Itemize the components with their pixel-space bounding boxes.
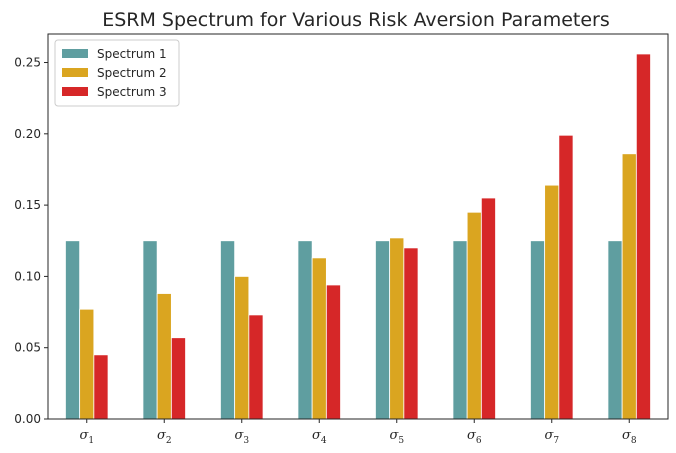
bar-series3-cat1 [93, 354, 109, 420]
x-tick-symbol: σ [234, 428, 244, 443]
x-tick-subscript: 6 [476, 436, 482, 446]
y-axis: 0.00 0.05 0.10 0.15 0.20 0.25 [14, 56, 48, 426]
x-tick-label: σ1 [79, 428, 94, 446]
y-tick-label: 0.00 [14, 412, 41, 426]
x-tick-symbol: σ [389, 428, 399, 443]
y-tick-label: 0.20 [14, 127, 41, 141]
x-tick-label: σ2 [157, 428, 172, 446]
x-tick-symbol: σ [622, 428, 632, 443]
legend: Spectrum 1 Spectrum 2 Spectrum 3 [54, 39, 180, 107]
bar-series1-cat5 [375, 240, 391, 420]
bar-series2-cat7 [544, 184, 560, 420]
bar-series2-cat6 [466, 211, 482, 420]
x-tick-symbol: σ [467, 428, 477, 443]
y-tick-label: 0.10 [14, 269, 41, 283]
bar-series3-cat5 [403, 247, 419, 420]
x-tick-symbol: σ [79, 428, 89, 443]
x-tick-subscript: 5 [398, 436, 404, 446]
x-tick-symbol: σ [544, 428, 554, 443]
bar-series1-cat3 [220, 240, 236, 420]
x-tick-subscript: 3 [243, 436, 249, 446]
bar-series2-cat5 [389, 237, 405, 420]
bar-series3-cat7 [558, 134, 574, 420]
legend-label: Spectrum 1 [97, 47, 167, 61]
y-tick-label: 0.25 [14, 56, 41, 70]
x-tick-label: σ6 [467, 428, 482, 446]
x-tick-subscript: 8 [631, 436, 637, 446]
y-tick-label: 0.05 [14, 341, 41, 355]
bar-series2-cat3 [234, 276, 250, 420]
legend-swatch [62, 68, 88, 77]
chart-title: ESRM Spectrum for Various Risk Aversion … [102, 9, 610, 31]
bar-series1-cat4 [297, 240, 313, 420]
bar-series2-cat8 [621, 153, 637, 420]
plot-frame [47, 33, 669, 420]
x-tick-label: σ5 [389, 428, 404, 446]
bar-series1-cat7 [530, 240, 546, 420]
bar-series3-cat8 [635, 53, 651, 420]
bar-series2-cat2 [156, 293, 172, 420]
bar-series1-cat1 [65, 240, 81, 420]
x-tick-subscript: 2 [166, 436, 172, 446]
legend-label: Spectrum 3 [97, 85, 167, 99]
x-tick-label: σ4 [312, 428, 327, 446]
y-tick-label: 0.15 [14, 198, 41, 212]
bar-series1-cat8 [607, 240, 623, 420]
x-tick-subscript: 1 [88, 436, 94, 446]
bar-series1-cat2 [142, 240, 158, 420]
bar-series3-cat2 [170, 337, 186, 420]
x-axis: σ1 σ2 σ3 σ4 σ5 σ6 σ7 σ8 [79, 419, 637, 446]
bar-series2-cat4 [311, 257, 327, 420]
x-tick-label: σ3 [234, 428, 249, 446]
bar-series3-cat6 [480, 197, 496, 420]
x-tick-subscript: 4 [321, 436, 327, 446]
x-tick-subscript: 7 [553, 436, 559, 446]
legend-swatch [62, 87, 88, 96]
bar-series3-cat4 [325, 284, 341, 420]
bars-group [65, 53, 651, 420]
x-tick-label: σ7 [544, 428, 559, 446]
bar-series2-cat1 [79, 308, 95, 420]
bar-series1-cat6 [452, 240, 468, 420]
x-tick-symbol: σ [312, 428, 322, 443]
legend-label: Spectrum 2 [97, 66, 167, 80]
bar-series3-cat3 [248, 314, 264, 420]
legend-swatch [62, 49, 88, 58]
x-tick-symbol: σ [157, 428, 167, 443]
x-tick-label: σ8 [622, 428, 637, 446]
